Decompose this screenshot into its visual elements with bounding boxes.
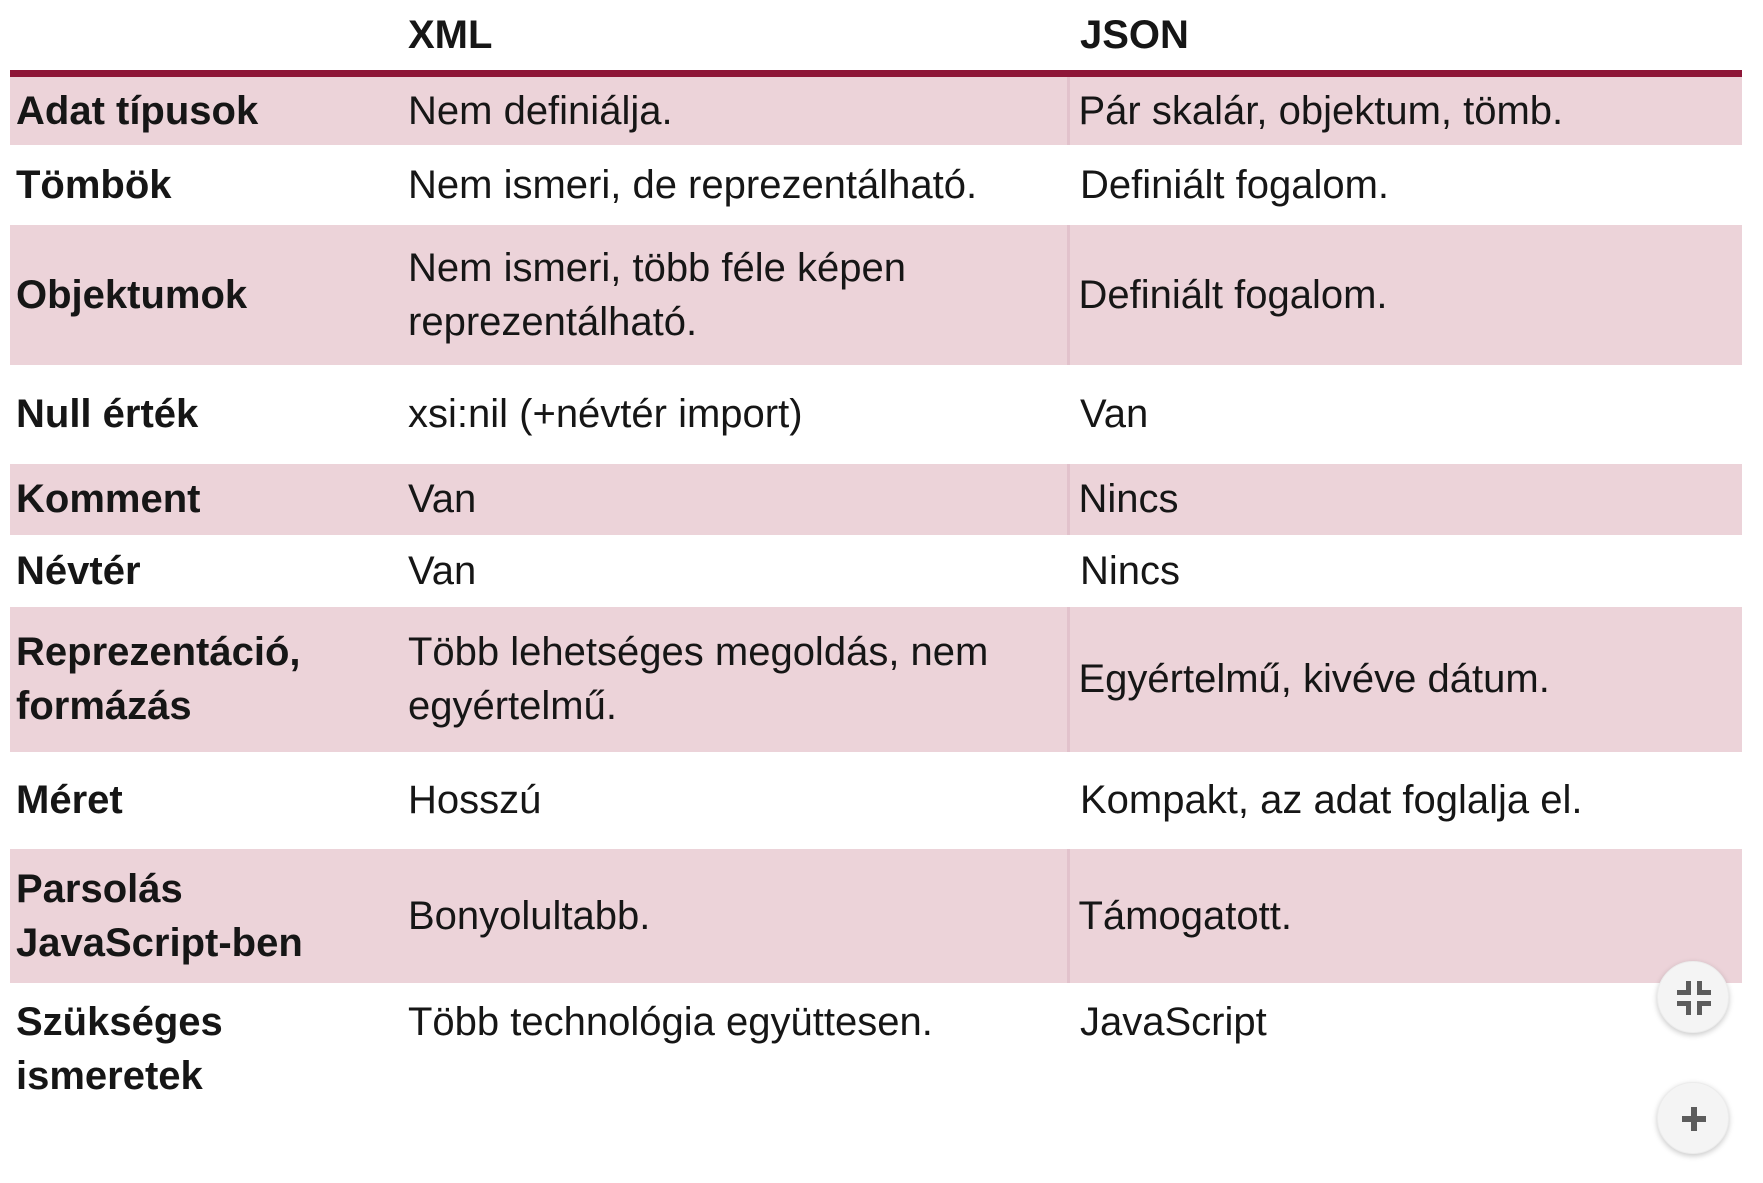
column-header-empty <box>10 0 400 74</box>
json-cell: Definiált fogalom. <box>1080 162 1390 207</box>
row-label: Objektumok <box>16 272 248 317</box>
json-cell: Definiált fogalom. <box>1066 224 1742 365</box>
xml-cell: Több technológia együttesen. <box>408 999 933 1044</box>
row-label: Null érték <box>16 392 199 436</box>
column-header-xml: XML <box>408 13 493 57</box>
json-cell: Nincs <box>1080 548 1181 593</box>
xml-cell: Van <box>408 477 477 521</box>
json-cell: Kompakt, az adat foglalja el. <box>1080 778 1583 822</box>
table-row: Méret Hosszú Kompakt, az adat foglalja e… <box>10 752 1742 849</box>
column-header-json: JSON <box>1080 13 1189 57</box>
table-row: Névtér Van Nincs <box>10 535 1742 607</box>
table-row: Parsolás JavaScript-ben Bonyolultabb. Tá… <box>10 848 1742 983</box>
json-cell: Van <box>1080 392 1149 436</box>
table-row: Adat típusok Nem definiálja. Pár skalár,… <box>10 73 1742 145</box>
row-label: Adat típusok <box>16 88 259 133</box>
xml-cell: Van <box>408 548 477 593</box>
row-label: Névtér <box>16 548 141 593</box>
table-row: Tömbök Nem ismeri, de reprezentálható. D… <box>10 145 1742 225</box>
json-cell: Egyértelmű, kivéve dátum. <box>1066 606 1742 752</box>
header-row: XML JSON <box>10 0 1742 74</box>
comparison-table: XML JSON Adat típusok Nem definiálja. Pá… <box>10 0 1742 1183</box>
row-label: Tömbök <box>16 162 172 207</box>
json-cell: Nincs <box>1066 463 1742 535</box>
json-cell: JavaScript <box>1080 999 1267 1044</box>
row-label: Reprezentáció, formázás <box>16 630 301 728</box>
xml-cell: Nem ismeri, több féle képen reprezentálh… <box>408 245 907 344</box>
row-label: Komment <box>16 477 201 521</box>
json-cell: Pár skalár, objektum, tömb. <box>1066 73 1742 145</box>
xml-cell: Nem ismeri, de reprezentálható. <box>408 162 978 207</box>
exit-fullscreen-button[interactable] <box>1657 961 1729 1033</box>
row-label: Szükséges ismeretek <box>16 999 223 1098</box>
row-label: Méret <box>16 778 123 822</box>
xml-cell: Több lehetséges megoldás, nem egyértelmű… <box>408 630 989 728</box>
xml-cell: Hosszú <box>408 778 542 822</box>
compress-icon <box>1658 962 1730 1034</box>
xml-cell: xsi:nil (+névtér import) <box>408 392 803 436</box>
xml-cell: Nem definiálja. <box>408 88 673 133</box>
table-row: Szükséges ismeretek Több technológia egy… <box>10 983 1742 1183</box>
zoom-in-button[interactable] <box>1657 1082 1729 1154</box>
table-row: Null érték xsi:nil (+névtér import) Van <box>10 365 1742 464</box>
plus-icon <box>1658 1083 1730 1155</box>
table-row: Reprezentáció, formázás Több lehetséges … <box>10 606 1742 752</box>
row-label: Parsolás JavaScript-ben <box>16 866 303 965</box>
xml-cell: Bonyolultabb. <box>408 893 651 938</box>
table-row: Objektumok Nem ismeri, több féle képen r… <box>10 224 1742 365</box>
json-cell: Támogatott. <box>1066 848 1742 983</box>
table-row: Komment Van Nincs <box>10 463 1742 535</box>
